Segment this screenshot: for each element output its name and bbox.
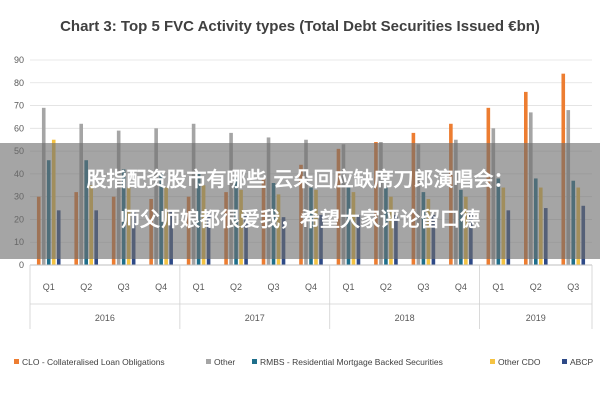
x-tick-label: Q1 [193,282,205,292]
legend-label: CLO - Collateralised Loan Obligations [22,357,165,367]
y-tick-label: 90 [14,55,24,65]
chart-title: Chart 3: Top 5 FVC Activity types (Total… [60,18,540,35]
x-tick-label: Q1 [342,282,354,292]
x-tick-label: Q3 [268,282,280,292]
legend-label: Other CDO [498,357,541,367]
x-tick-label: Q3 [417,282,429,292]
year-label: 2017 [245,313,265,323]
legend-swatch [14,359,19,364]
legend-swatch [490,359,495,364]
x-tick-label: Q2 [80,282,92,292]
watermark-banner [0,143,600,259]
year-label: 2016 [95,313,115,323]
x-tick-label: Q4 [305,282,317,292]
watermark-line-2: 师父师娘都很爱我，希望大家评论留口德 [120,207,480,231]
y-tick-label: 70 [14,101,24,111]
y-tick-label: 80 [14,78,24,88]
x-tick-label: Q2 [230,282,242,292]
x-tick-label: Q2 [530,282,542,292]
x-tick-label: Q2 [380,282,392,292]
y-tick-label: 0 [19,260,24,270]
legend: CLO - Collateralised Loan Obligations Oth… [14,357,593,367]
x-tick-label: Q1 [492,282,504,292]
legend-swatch [206,359,211,364]
x-tick-label: Q1 [43,282,55,292]
x-tick-label: Q4 [155,282,167,292]
legend-swatch [562,359,567,364]
year-label: 2018 [395,313,415,323]
x-tick-label: Q4 [455,282,467,292]
y-tick-label: 60 [14,123,24,133]
legend-label: RMBS - Residential Mortgage Backed Secur… [260,357,443,367]
x-tick-label: Q3 [567,282,579,292]
watermark-line-1: 股指配资股市有哪些 云朵回应缺席刀郎演唱会： [86,167,514,191]
legend-swatch [252,359,257,364]
year-label: 2019 [526,313,546,323]
x-tick-label: Q3 [118,282,130,292]
legend-label: Other [214,357,235,367]
axes: 0102030405060708090Q1Q2Q3Q4Q1Q2Q3Q4Q1Q2Q… [14,55,593,329]
legend-label: ABCP [570,357,593,367]
